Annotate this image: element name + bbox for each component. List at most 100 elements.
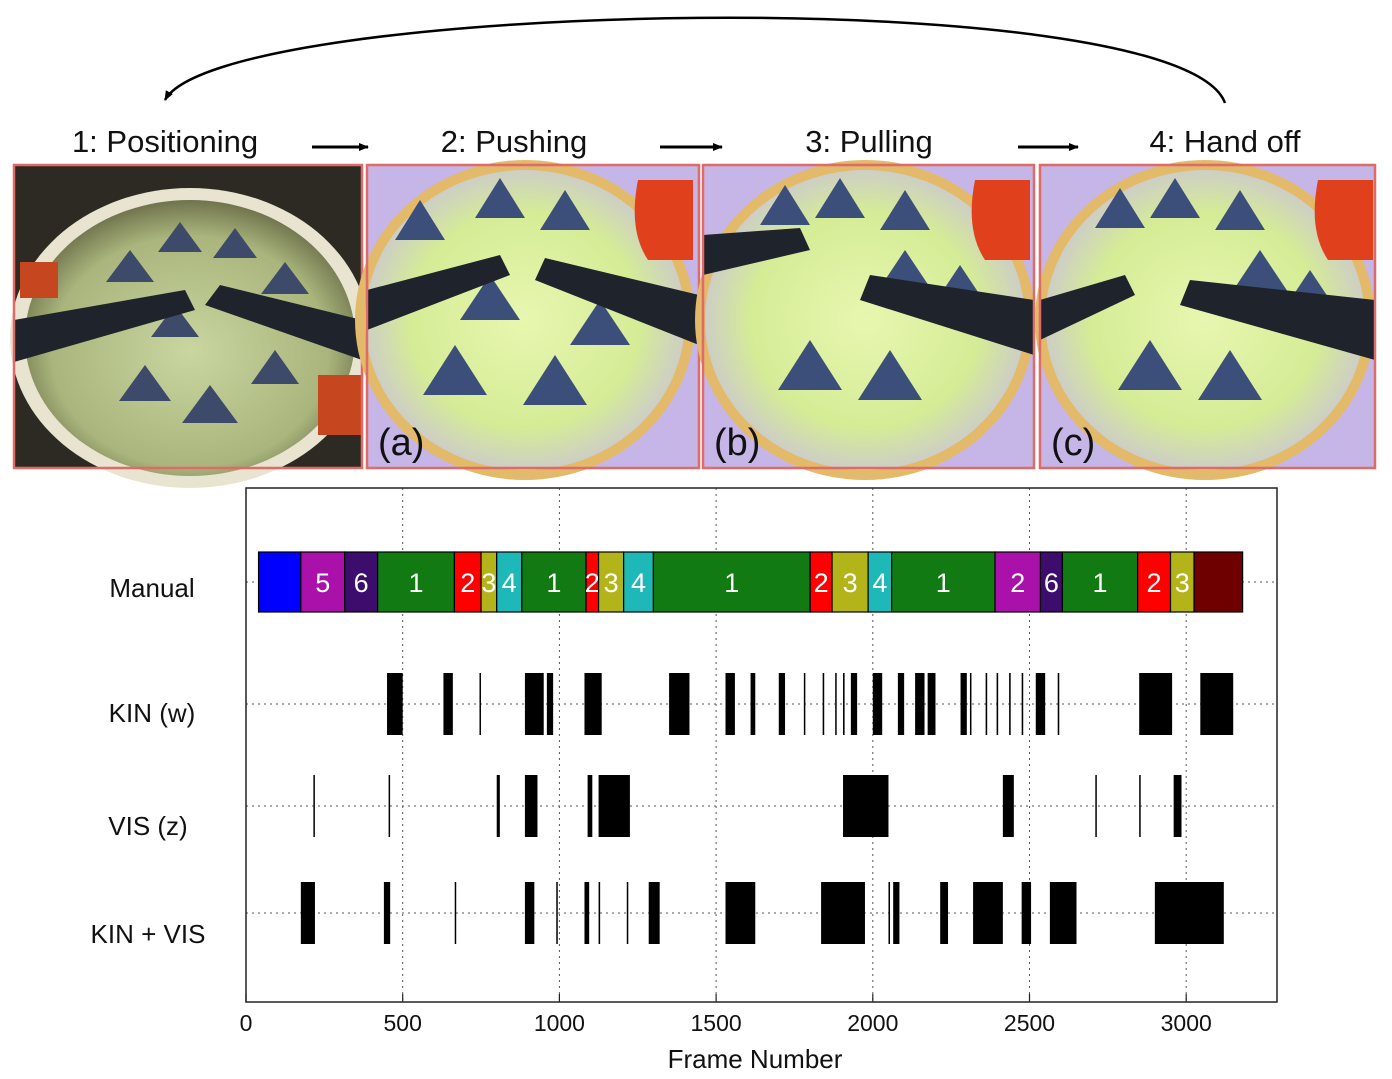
x-tick-label-3: 1500 [691, 1010, 742, 1036]
manual-segment-label-16: 2 [1010, 568, 1025, 598]
kin-vis-bar-9 [725, 882, 756, 944]
x-tick-label-4: 2000 [847, 1010, 898, 1036]
frame-tag-c: (c) [1051, 422, 1095, 464]
manual-segment-9 [597, 551, 625, 613]
kin-w-bar-2 [479, 673, 481, 735]
manual-segment-4 [453, 551, 482, 613]
phase-label-hand-off: 4: Hand off [1149, 124, 1300, 159]
kin-w-bar-27 [1139, 673, 1173, 735]
x-axis-title: Frame Number [668, 1044, 843, 1074]
manual-segment-1 [300, 551, 346, 613]
kin-vis-bar-15 [1021, 882, 1032, 944]
manual-segment-label-5: 3 [481, 568, 496, 598]
manual-segment-label-12: 2 [814, 568, 829, 598]
row-label-kin-vis: KIN + VIS [91, 919, 206, 949]
kin-vis-bar-17 [1154, 882, 1224, 944]
manual-segment-15 [891, 551, 996, 613]
manual-segment-6 [496, 551, 523, 613]
x-tick-label-5: 2500 [1004, 1010, 1055, 1036]
manual-segment-19 [1137, 551, 1172, 613]
kin-vis-bar-4 [556, 882, 558, 944]
kin-w-bar-24 [1021, 673, 1024, 735]
kin-w-bar-22 [996, 673, 999, 735]
kin-vis-bar-10 [821, 882, 865, 944]
phase-label-pushing: 2: Pushing [441, 124, 588, 159]
manual-segment-16 [994, 551, 1042, 613]
x-tick-label-6: 3000 [1161, 1010, 1212, 1036]
vis-z-bar-2 [496, 775, 500, 837]
vis-z-bar-6 [843, 775, 889, 837]
manual-segment-label-13: 3 [843, 568, 858, 598]
manual-segment-label-18: 1 [1092, 568, 1107, 598]
vis-z-bar-3 [524, 775, 538, 837]
manual-segment-label-10: 4 [631, 568, 646, 598]
kin-w-bar-1 [443, 673, 453, 735]
kin-vis-bar-1 [383, 882, 391, 944]
vis-z-bar-10 [1173, 775, 1182, 837]
kin-w-bar-3 [524, 673, 544, 735]
kin-w-bar-10 [803, 673, 806, 735]
kin-vis-bar-13 [940, 882, 949, 944]
kin-w-bar-26 [1057, 673, 1060, 735]
kin-vis-bar-16 [1049, 882, 1077, 944]
manual-segment-label-3: 1 [409, 568, 424, 598]
kin-w-bar-12 [835, 673, 837, 735]
kin-vis-bar-11 [888, 882, 891, 944]
kin-w-bar-23 [1009, 673, 1011, 735]
plot-frame [245, 487, 1278, 1003]
kin-vis-bar-6 [598, 882, 601, 944]
vis-z-bar-5 [598, 775, 630, 837]
vis-z-bar-7 [1002, 775, 1014, 837]
kin-w-bar-6 [669, 673, 690, 735]
kin-w-bar-8 [750, 673, 756, 735]
video-frame-hand-off: (c) [1035, 160, 1377, 480]
vis-z-bar-9 [1139, 775, 1141, 837]
manual-segment-21 [1193, 551, 1244, 613]
manual-segment-13 [831, 551, 869, 613]
row-label-kin-w: KIN (w) [109, 698, 196, 728]
manual-segment-label-7: 1 [546, 568, 561, 598]
kin-vis-bar-8 [648, 882, 660, 944]
manual-segment-label-20: 3 [1175, 568, 1190, 598]
kin-w-bar-16 [897, 673, 905, 735]
kin-w-bar-5 [584, 673, 602, 735]
vis-z-bar-0 [313, 775, 315, 837]
manual-segment-label-9: 3 [604, 568, 619, 598]
manual-segment-label-19: 2 [1147, 568, 1162, 598]
kin-w-bar-25 [1035, 673, 1046, 735]
frame-tag-a: (a) [378, 422, 424, 464]
manual-segment-10 [623, 551, 655, 613]
manual-segment-label-17: 6 [1044, 568, 1059, 598]
kin-w-bar-4 [546, 673, 554, 735]
cycle-arrow [163, 16, 1227, 104]
vis-z-bar-1 [388, 775, 391, 837]
row-labels: Manual KIN (w) VIS (z) KIN + VIS [91, 573, 206, 949]
manual-segment-2 [344, 551, 379, 613]
frame-tag-b: (b) [714, 422, 760, 464]
video-frame-pushing: (a) [355, 160, 701, 480]
manual-segment-0 [257, 551, 302, 613]
kin-w-bar-28 [1200, 673, 1234, 735]
manual-segment-label-14: 4 [872, 568, 887, 598]
kin-w-bar-0 [387, 673, 403, 735]
x-tick-label-0: 0 [240, 1010, 253, 1036]
vis-z-bar-8 [1095, 775, 1097, 837]
kin-w-bar-13 [843, 673, 845, 735]
video-frame-positioning [10, 163, 370, 488]
manual-segment-7 [521, 551, 587, 613]
manual-segment-label-6: 4 [502, 568, 517, 598]
manual-segment-label-8: 2 [585, 568, 600, 598]
kin-vis-bar-5 [584, 882, 590, 944]
kin-vis-bar-12 [893, 882, 900, 944]
kin-w-bar-17 [915, 673, 925, 735]
phase-label-pulling: 3: Pulling [805, 124, 933, 159]
kin-w-bar-11 [822, 673, 825, 735]
kin-w-bar-14 [850, 673, 858, 735]
kin-w-bars [387, 673, 1234, 735]
x-tick-label-2: 1000 [534, 1010, 585, 1036]
kin-w-bar-15 [872, 673, 883, 735]
manual-segment-label-15: 1 [936, 568, 951, 598]
kin-w-bar-19 [960, 673, 967, 735]
